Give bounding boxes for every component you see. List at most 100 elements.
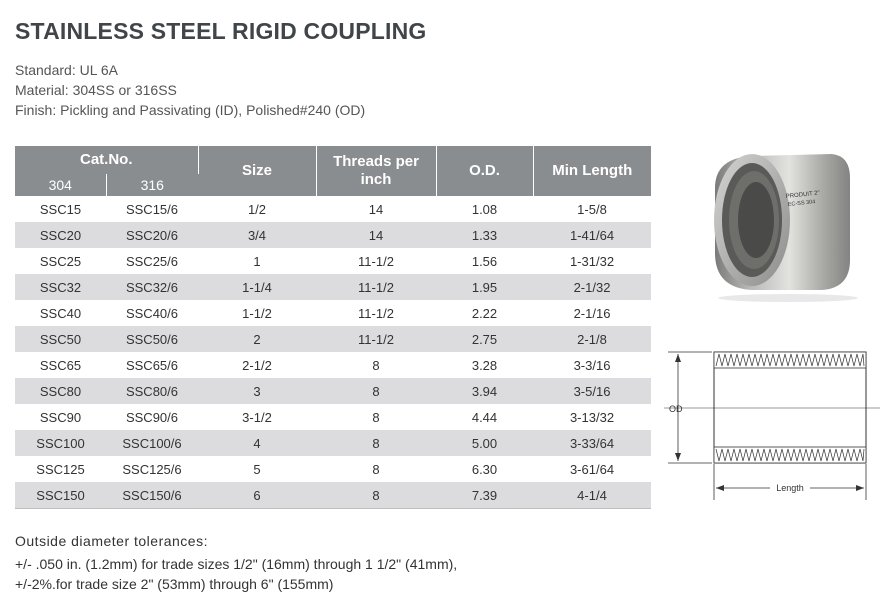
table-row: SSC25 SSC25/6 1 11-1/2 1.56 1-31/32	[15, 248, 651, 274]
cell-size: 3/4	[198, 222, 316, 248]
cell-cat-304: SSC125	[36, 461, 85, 477]
table-row: SSC50 SSC50/6 2 11-1/2 2.75 2-1/8	[15, 326, 651, 352]
cell-od: 1.08	[471, 201, 498, 217]
cell-threads: 11-1/2	[358, 305, 394, 321]
header-316: 316	[106, 174, 198, 196]
header-od: O.D.	[436, 146, 534, 196]
header-size: Size	[198, 146, 317, 196]
cell-cat-304: SSC32	[15, 274, 106, 300]
page-title: STAINLESS STEEL RIGID COUPLING	[15, 18, 427, 44]
table-row: SSC125 SSC125/6 5 8 6.30 3-61/64	[15, 456, 651, 482]
cell-threads: 8	[372, 357, 380, 373]
spec-material: Material: 304SS or 316SS	[15, 82, 177, 98]
coupling-spec-table: Cat.No. Size Threads per inch O.D. Min L…	[15, 146, 651, 509]
cell-min-length: 1-41/64	[533, 222, 651, 248]
cell-cat-304: SSC65	[39, 357, 82, 373]
cell-threads: 8	[372, 409, 380, 425]
coupling-photo: PRODUIT 2" EC-SS 304	[714, 154, 858, 302]
cell-od: 4.44	[471, 409, 498, 425]
cell-min-length: 3-3/16	[573, 357, 611, 373]
cell-size: 1-1/4	[198, 274, 316, 300]
cell-size: 3	[198, 378, 316, 404]
cell-od: 7.39	[436, 482, 533, 509]
tolerance-notes: Outside diameter tolerances: +/- .050 in…	[15, 531, 457, 594]
header-catno: Cat.No.	[15, 146, 199, 174]
cell-cat-316: SSC20/6	[106, 222, 198, 248]
cell-min-length: 1-31/32	[569, 253, 615, 269]
cell-threads: 8	[316, 482, 436, 509]
cell-size: 1/2	[247, 201, 267, 217]
cell-cat-316: SSC32/6	[106, 274, 198, 300]
cell-min-length: 2-1/16	[573, 305, 611, 321]
table-row: SSC150 SSC150/6 6 8 7.39 4-1/4	[15, 482, 651, 509]
cell-threads: 8	[316, 430, 436, 456]
table-row: SSC40 SSC40/6 1-1/2 11-1/2 2.22 2-1/16	[15, 300, 651, 326]
cell-size: 1	[253, 253, 261, 269]
cell-cat-316: SSC125/6	[122, 461, 182, 477]
cell-cat-304: SSC80	[15, 378, 106, 404]
spec-list: Standard: UL 6A Material: 304SS or 316SS…	[15, 60, 365, 120]
header-threads: Threads per inch	[316, 146, 437, 196]
tolerance-heading: Outside diameter tolerances:	[15, 533, 208, 549]
cell-min-length: 3-13/32	[569, 409, 615, 425]
cell-cat-304: SSC50	[15, 326, 106, 352]
cell-size: 5	[253, 461, 261, 477]
od-label: OD	[669, 404, 683, 414]
cell-threads: 14	[368, 201, 384, 217]
cell-cat-316: SSC65/6	[125, 357, 179, 373]
cell-size: 2	[198, 326, 316, 352]
cell-threads: 11-1/2	[316, 326, 436, 352]
cell-cat-304: SSC40	[39, 305, 82, 321]
cell-od: 6.30	[471, 461, 498, 477]
spec-standard: Standard: UL 6A	[15, 62, 118, 78]
cell-cat-316: SSC40/6	[125, 305, 179, 321]
cell-min-length: 2-1/32	[533, 274, 651, 300]
cell-od: 1.56	[471, 253, 498, 269]
spec-finish: Finish: Pickling and Passivating (ID), P…	[15, 102, 366, 118]
cell-od: 5.00	[436, 430, 533, 456]
table-row: SSC100 SSC100/6 4 8 5.00 3-33/64	[15, 430, 651, 456]
cell-cat-316: SSC80/6	[106, 378, 198, 404]
tolerance-line-1: +/- .050 in. (1.2mm) for trade sizes 1/2…	[15, 556, 458, 572]
table-row: SSC90 SSC90/6 3-1/2 8 4.44 3-13/32	[15, 404, 651, 430]
stamp-line-2: EC-SS 304	[788, 199, 816, 208]
cell-od: 1.95	[436, 274, 533, 300]
header-min-length: Min Length	[533, 146, 651, 196]
cell-size: 6	[198, 482, 316, 509]
table-row: SSC65 SSC65/6 2-1/2 8 3.28 3-3/16	[15, 352, 651, 378]
cell-threads: 8	[372, 461, 380, 477]
cell-size: 1-1/2	[242, 305, 272, 321]
cell-cat-304: SSC20	[15, 222, 106, 248]
cell-min-length: 4-1/4	[533, 482, 651, 509]
cell-cat-304: SSC15	[39, 201, 82, 217]
cell-od: 2.22	[471, 305, 498, 321]
header-304: 304	[15, 174, 107, 196]
cell-cat-316: SSC50/6	[106, 326, 198, 352]
table-row: SSC32 SSC32/6 1-1/4 11-1/2 1.95 2-1/32	[15, 274, 651, 300]
cell-cat-316: SSC100/6	[106, 430, 198, 456]
cell-od: 3.28	[471, 357, 498, 373]
cell-min-length: 3-5/16	[533, 378, 651, 404]
cell-od: 3.94	[436, 378, 533, 404]
cell-cat-316: SSC25/6	[125, 253, 179, 269]
table-row: SSC80 SSC80/6 3 8 3.94 3-5/16	[15, 378, 651, 404]
cell-min-length: 3-61/64	[569, 461, 615, 477]
cell-threads: 8	[316, 378, 436, 404]
tolerance-line-2: +/-2%.for trade size 2" (53mm) through 6…	[15, 576, 334, 592]
cell-cat-316: SSC15/6	[125, 201, 179, 217]
cell-od: 2.75	[436, 326, 533, 352]
cell-min-length: 2-1/8	[533, 326, 651, 352]
cell-min-length: 1-5/8	[577, 201, 607, 217]
stamp-line-1: PRODUIT 2"	[786, 190, 820, 200]
cell-size: 3-1/2	[242, 409, 272, 425]
cell-size: 2-1/2	[242, 357, 272, 373]
cell-cat-316: SSC90/6	[125, 409, 179, 425]
cell-threads: 14	[316, 222, 436, 248]
cell-cat-304: SSC150	[15, 482, 106, 509]
cell-threads: 11-1/2	[358, 253, 394, 269]
cell-od: 1.33	[436, 222, 533, 248]
cell-cat-316: SSC150/6	[106, 482, 198, 509]
cell-min-length: 3-33/64	[533, 430, 651, 456]
length-label: Length	[776, 483, 804, 493]
cell-threads: 11-1/2	[316, 274, 436, 300]
